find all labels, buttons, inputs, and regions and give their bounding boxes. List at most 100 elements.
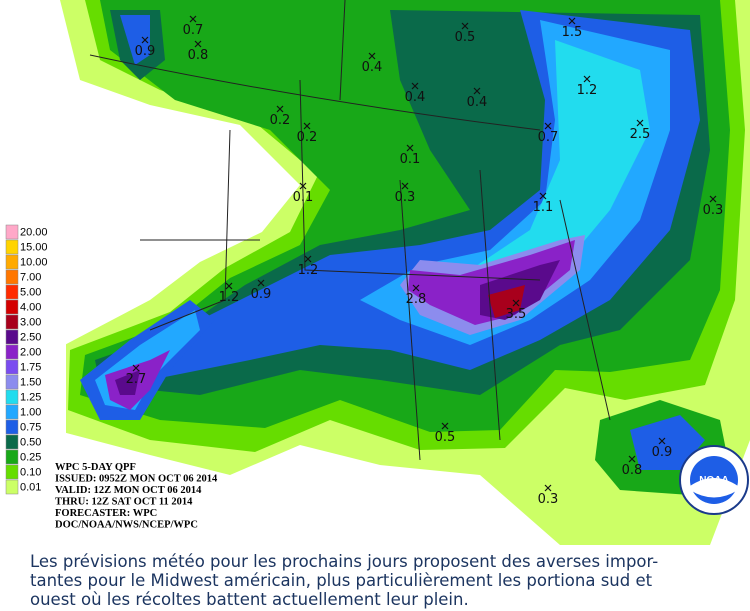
legend-label: 0.25 [20, 451, 41, 463]
point-marker [411, 82, 419, 90]
legend-swatch [5, 269, 19, 285]
point-marker [299, 182, 307, 190]
legend-label: 0.01 [20, 481, 41, 493]
legend-swatch [5, 479, 19, 495]
info-line: ISSUED: 0952Z MON OCT 06 2014 [55, 474, 218, 485]
logo-text: NOAA [699, 475, 728, 486]
point-marker [636, 119, 644, 127]
point-marker [406, 144, 414, 152]
point-marker [303, 122, 311, 130]
point-value: 0.3 [538, 492, 559, 507]
point-marker [544, 122, 552, 130]
point-value: 2.5 [630, 127, 651, 142]
point-marker [568, 17, 576, 25]
legend-swatch [5, 434, 19, 450]
point-value: 1.5 [562, 25, 583, 40]
legend-label: 1.00 [20, 406, 41, 418]
point-value: 3.5 [506, 307, 527, 322]
point-marker [276, 105, 284, 113]
legend-swatch [5, 464, 19, 480]
map-labels: 0.5 1.5 0.7 0.8 0.9 0.4 0.4 0.4 1.2 0.2 0.2 0.7 2.5 0… [126, 15, 724, 507]
point-value: 1.1 [533, 200, 554, 215]
info-line: DOC/NOAA/NWS/NCEP/WPC [55, 520, 198, 531]
point-value: 0.9 [652, 445, 673, 460]
info-line: FORECASTER: WPC [55, 508, 157, 519]
point-marker [132, 364, 140, 372]
point-marker [368, 52, 376, 60]
info-line: WPC 5-DAY QPF [55, 462, 136, 473]
point-value: 0.9 [251, 287, 272, 302]
point-value: 0.8 [622, 463, 643, 478]
point-marker [304, 255, 312, 263]
point-marker [412, 284, 420, 292]
point-marker [628, 455, 636, 463]
legend-swatch [5, 239, 19, 255]
point-value: 1.2 [298, 263, 319, 278]
legend-label: 2.00 [20, 346, 41, 358]
legend-swatch [5, 404, 19, 420]
point-value: 0.3 [703, 203, 724, 218]
point-marker [141, 36, 149, 44]
legend-label: 0.50 [20, 436, 41, 448]
point-value: 1.2 [577, 83, 598, 98]
point-marker [539, 192, 547, 200]
caption: Les prévisions météo pour les prochains … [0, 545, 750, 611]
legend: 20.00 15.00 10.00 7.00 5.00 4.00 3.00 2.50 2.00 1… [4, 223, 66, 497]
legend-swatch [5, 329, 19, 345]
point-value: 2.7 [126, 372, 147, 387]
point-marker [189, 15, 197, 23]
point-value: 0.4 [467, 95, 488, 110]
point-value: 0.5 [435, 430, 456, 445]
caption-line: Les prévisions météo pour les prochains … [30, 552, 658, 571]
point-marker [401, 182, 409, 190]
legend-swatch [5, 419, 19, 435]
point-value: 0.9 [135, 44, 156, 59]
point-marker [583, 75, 591, 83]
point-value: 0.5 [455, 30, 476, 45]
legend-label: 4.00 [20, 301, 41, 313]
legend-swatch [5, 254, 19, 270]
point-value: 2.8 [406, 292, 427, 307]
noaa-logo: NOAA [679, 445, 749, 515]
legend-label: 5.00 [20, 286, 41, 298]
legend-label: 20.00 [20, 226, 48, 238]
point-value: 0.4 [405, 90, 426, 105]
caption-bg [0, 545, 750, 611]
info-line: VALID: 12Z MON OCT 06 2014 [55, 485, 202, 496]
point-marker [194, 40, 202, 48]
caption-line: tantes pour le Midwest américain, plus p… [30, 571, 653, 590]
point-marker [225, 282, 233, 290]
info-line: THRU: 12Z SAT OCT 11 2014 [55, 497, 193, 508]
point-marker [257, 279, 265, 287]
legend-swatch [5, 314, 19, 330]
caption-line: ouest où les récoltes battent actuelleme… [30, 590, 469, 609]
legend-swatch [5, 299, 19, 315]
point-value: 0.2 [297, 130, 318, 145]
point-value: 1.2 [219, 290, 240, 305]
point-marker [709, 195, 717, 203]
legend-label: 0.10 [20, 466, 41, 478]
legend-label: 1.50 [20, 376, 41, 388]
point-marker [461, 22, 469, 30]
legend-swatch [5, 224, 19, 240]
point-marker [658, 437, 666, 445]
point-marker [544, 484, 552, 492]
legend-swatch [5, 374, 19, 390]
point-marker [512, 299, 520, 307]
legend-swatch [5, 389, 19, 405]
point-value: 0.3 [395, 190, 416, 205]
point-marker [473, 87, 481, 95]
point-value: 0.1 [400, 152, 421, 167]
point-marker [441, 422, 449, 430]
point-value: 0.7 [183, 23, 204, 38]
legend-label: 7.00 [20, 271, 41, 283]
point-value: 0.1 [293, 190, 314, 205]
point-value: 0.4 [362, 60, 383, 75]
legend-label: 0.75 [20, 421, 41, 433]
legend-swatch [5, 359, 19, 375]
legend-label: 1.25 [20, 391, 41, 403]
point-value: 0.7 [538, 130, 559, 145]
